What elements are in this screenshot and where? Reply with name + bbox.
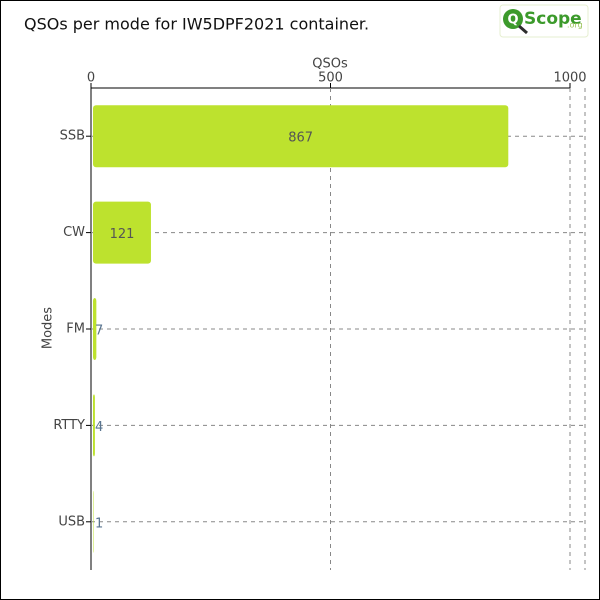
logo-icon xyxy=(503,9,523,29)
bar xyxy=(93,298,97,360)
x-tick-label: 0 xyxy=(87,71,95,86)
logo: Q Scope .org xyxy=(499,4,589,38)
y-tick-label: SSB xyxy=(60,129,85,144)
bar xyxy=(93,394,95,457)
value-label: 1 xyxy=(95,516,103,531)
logo-name: Scope xyxy=(524,9,582,29)
value-label: 4 xyxy=(95,420,103,435)
chart-title: QSOs per mode for IW5DPF2021 container. xyxy=(24,15,369,34)
value-label: 7 xyxy=(95,324,103,339)
y-tick-label: USB xyxy=(58,514,85,529)
y-tick-label: CW xyxy=(63,225,85,240)
y-tick-label: FM xyxy=(66,322,85,337)
bar xyxy=(93,105,509,168)
x-tick-label: 1000 xyxy=(553,71,586,86)
logo-handle xyxy=(518,24,528,35)
y-tick-label: RTTY xyxy=(53,418,85,433)
value-label: 121 xyxy=(110,227,135,242)
logo-suffix: .org xyxy=(567,21,583,30)
value-label: 867 xyxy=(288,131,313,146)
x-tick-label: 500 xyxy=(318,71,343,86)
x-axis-label: QSOs xyxy=(312,57,348,72)
logo-letter: Q xyxy=(507,13,518,28)
bar xyxy=(93,201,151,264)
y-axis-label: Modes xyxy=(41,307,56,349)
